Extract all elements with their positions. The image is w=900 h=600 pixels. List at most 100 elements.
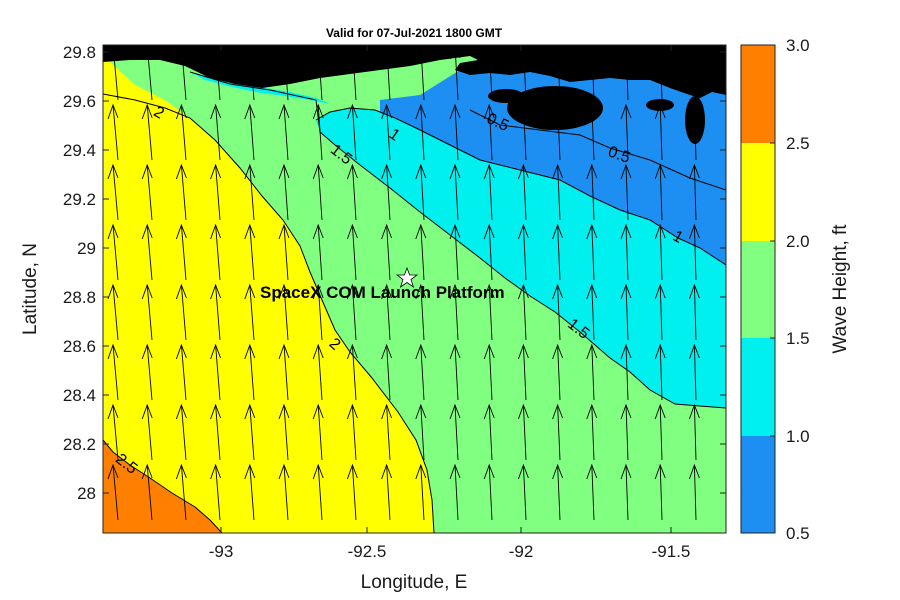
wave-arrow (351, 284, 357, 341)
wave-arrow (351, 45, 357, 101)
wave-arrow-head (620, 163, 632, 180)
wave-arrow-head (175, 45, 187, 60)
wave-arrow (146, 284, 153, 341)
wave-arrow (454, 464, 459, 521)
wave-arrow (522, 164, 527, 221)
wave-arrow-head (210, 343, 222, 360)
wave-direction-arrows (107, 45, 700, 521)
wave-arrow-head (517, 403, 529, 420)
wave-arrow-head (688, 103, 700, 120)
wave-arrow-head (312, 343, 324, 360)
wave-arrow (557, 404, 561, 461)
wave-arrow-head (346, 463, 358, 480)
wave-arrow (283, 164, 289, 221)
wave-arrow-head (381, 463, 393, 480)
wave-arrow (659, 344, 663, 401)
wave-arrow (522, 104, 527, 161)
wave-arrow-head (449, 103, 461, 120)
wave-arrow (557, 344, 561, 401)
wave-arrow (249, 464, 255, 521)
wave-arrow-head (175, 103, 187, 120)
wave-arrow-head (688, 403, 700, 420)
y-tick-label: 29.8 (63, 43, 96, 62)
wave-arrow (659, 224, 663, 281)
wave-arrow (693, 164, 697, 221)
wave-arrow-head (141, 163, 153, 180)
wave-arrow (351, 464, 357, 521)
wave-arrow-head (688, 463, 700, 480)
wave-arrow (215, 464, 221, 521)
wave-arrow-head (552, 403, 564, 420)
wave-arrow (180, 45, 187, 101)
contour-line (189, 71, 726, 409)
wave-arrow-head (483, 403, 495, 420)
wave-arrow (591, 104, 595, 161)
wave-arrow-head (107, 223, 119, 240)
wave-arrow-head (552, 283, 564, 300)
y-tick-label: 28.2 (63, 435, 96, 454)
wave-arrow (283, 344, 289, 401)
wave-arrow (317, 45, 323, 101)
map-frame (102, 44, 727, 534)
wave-arrow-head (552, 103, 564, 120)
wave-arrow (522, 344, 527, 401)
wave-arrow-head (312, 163, 324, 180)
x-axis: -93 -92.5 -92 -91.5 Longitude, E (209, 45, 690, 593)
wave-arrow (180, 464, 187, 521)
wave-arrow (146, 45, 153, 101)
wave-arrow (693, 104, 697, 161)
wave-arrow-head (210, 403, 222, 420)
wave-arrow-head (483, 283, 495, 300)
wave-arrow (625, 404, 629, 461)
wave-arrow (351, 404, 357, 461)
wave-arrow (420, 284, 425, 341)
wave-arrow-head (346, 45, 358, 60)
wave-arrow-head (278, 283, 290, 300)
wave-arrow-head (586, 103, 598, 120)
wave-arrow-head (141, 45, 153, 60)
colorbar-label: Wave Height, ft (830, 224, 851, 354)
wave-arrow (625, 224, 629, 281)
wave-arrow-head (244, 45, 256, 60)
wave-arrow (420, 104, 425, 161)
wave-arrow-head (107, 163, 119, 180)
wave-arrow-head (278, 103, 290, 120)
wave-arrow (146, 464, 153, 521)
wave-arrow (659, 404, 663, 461)
wave-arrow (112, 45, 119, 101)
wave-arrow (215, 224, 221, 281)
wave-arrow-head (415, 163, 427, 180)
y-tick-label: 29.6 (63, 92, 96, 111)
colorbar-tick-label: 1.0 (786, 427, 810, 446)
wave-arrow-head (278, 343, 290, 360)
wave-arrow-head (312, 463, 324, 480)
wave-arrow (420, 45, 425, 101)
wave-arrow (591, 224, 595, 281)
wave-arrow (146, 104, 153, 161)
wave-arrow (317, 344, 323, 401)
wave-arrow (522, 45, 527, 101)
colorbar-tick-label: 0.5 (786, 524, 810, 543)
wave-arrow (454, 104, 459, 161)
wave-arrow (386, 284, 391, 341)
wave-arrow-head (141, 463, 153, 480)
wave-arrow (215, 404, 221, 461)
wave-arrow-head (449, 45, 461, 60)
contour-line (315, 107, 726, 266)
wave-arrow (488, 164, 493, 221)
wave-arrow-head (312, 283, 324, 300)
wave-arrow-head (415, 45, 427, 60)
contour-line (103, 93, 435, 533)
wave-arrow (146, 164, 153, 221)
wave-arrow (249, 104, 255, 161)
wave-arrow-head (688, 223, 700, 240)
wave-arrow-head (620, 223, 632, 240)
x-axis-label: Longitude, E (361, 572, 468, 593)
wave-arrow-head (517, 223, 529, 240)
wave-arrow-head (278, 45, 290, 60)
wave-arrow-head (449, 283, 461, 300)
colorbar-tick-label: 2.5 (786, 134, 810, 153)
wave-arrow-head (415, 343, 427, 360)
wave-arrow-head (175, 283, 187, 300)
